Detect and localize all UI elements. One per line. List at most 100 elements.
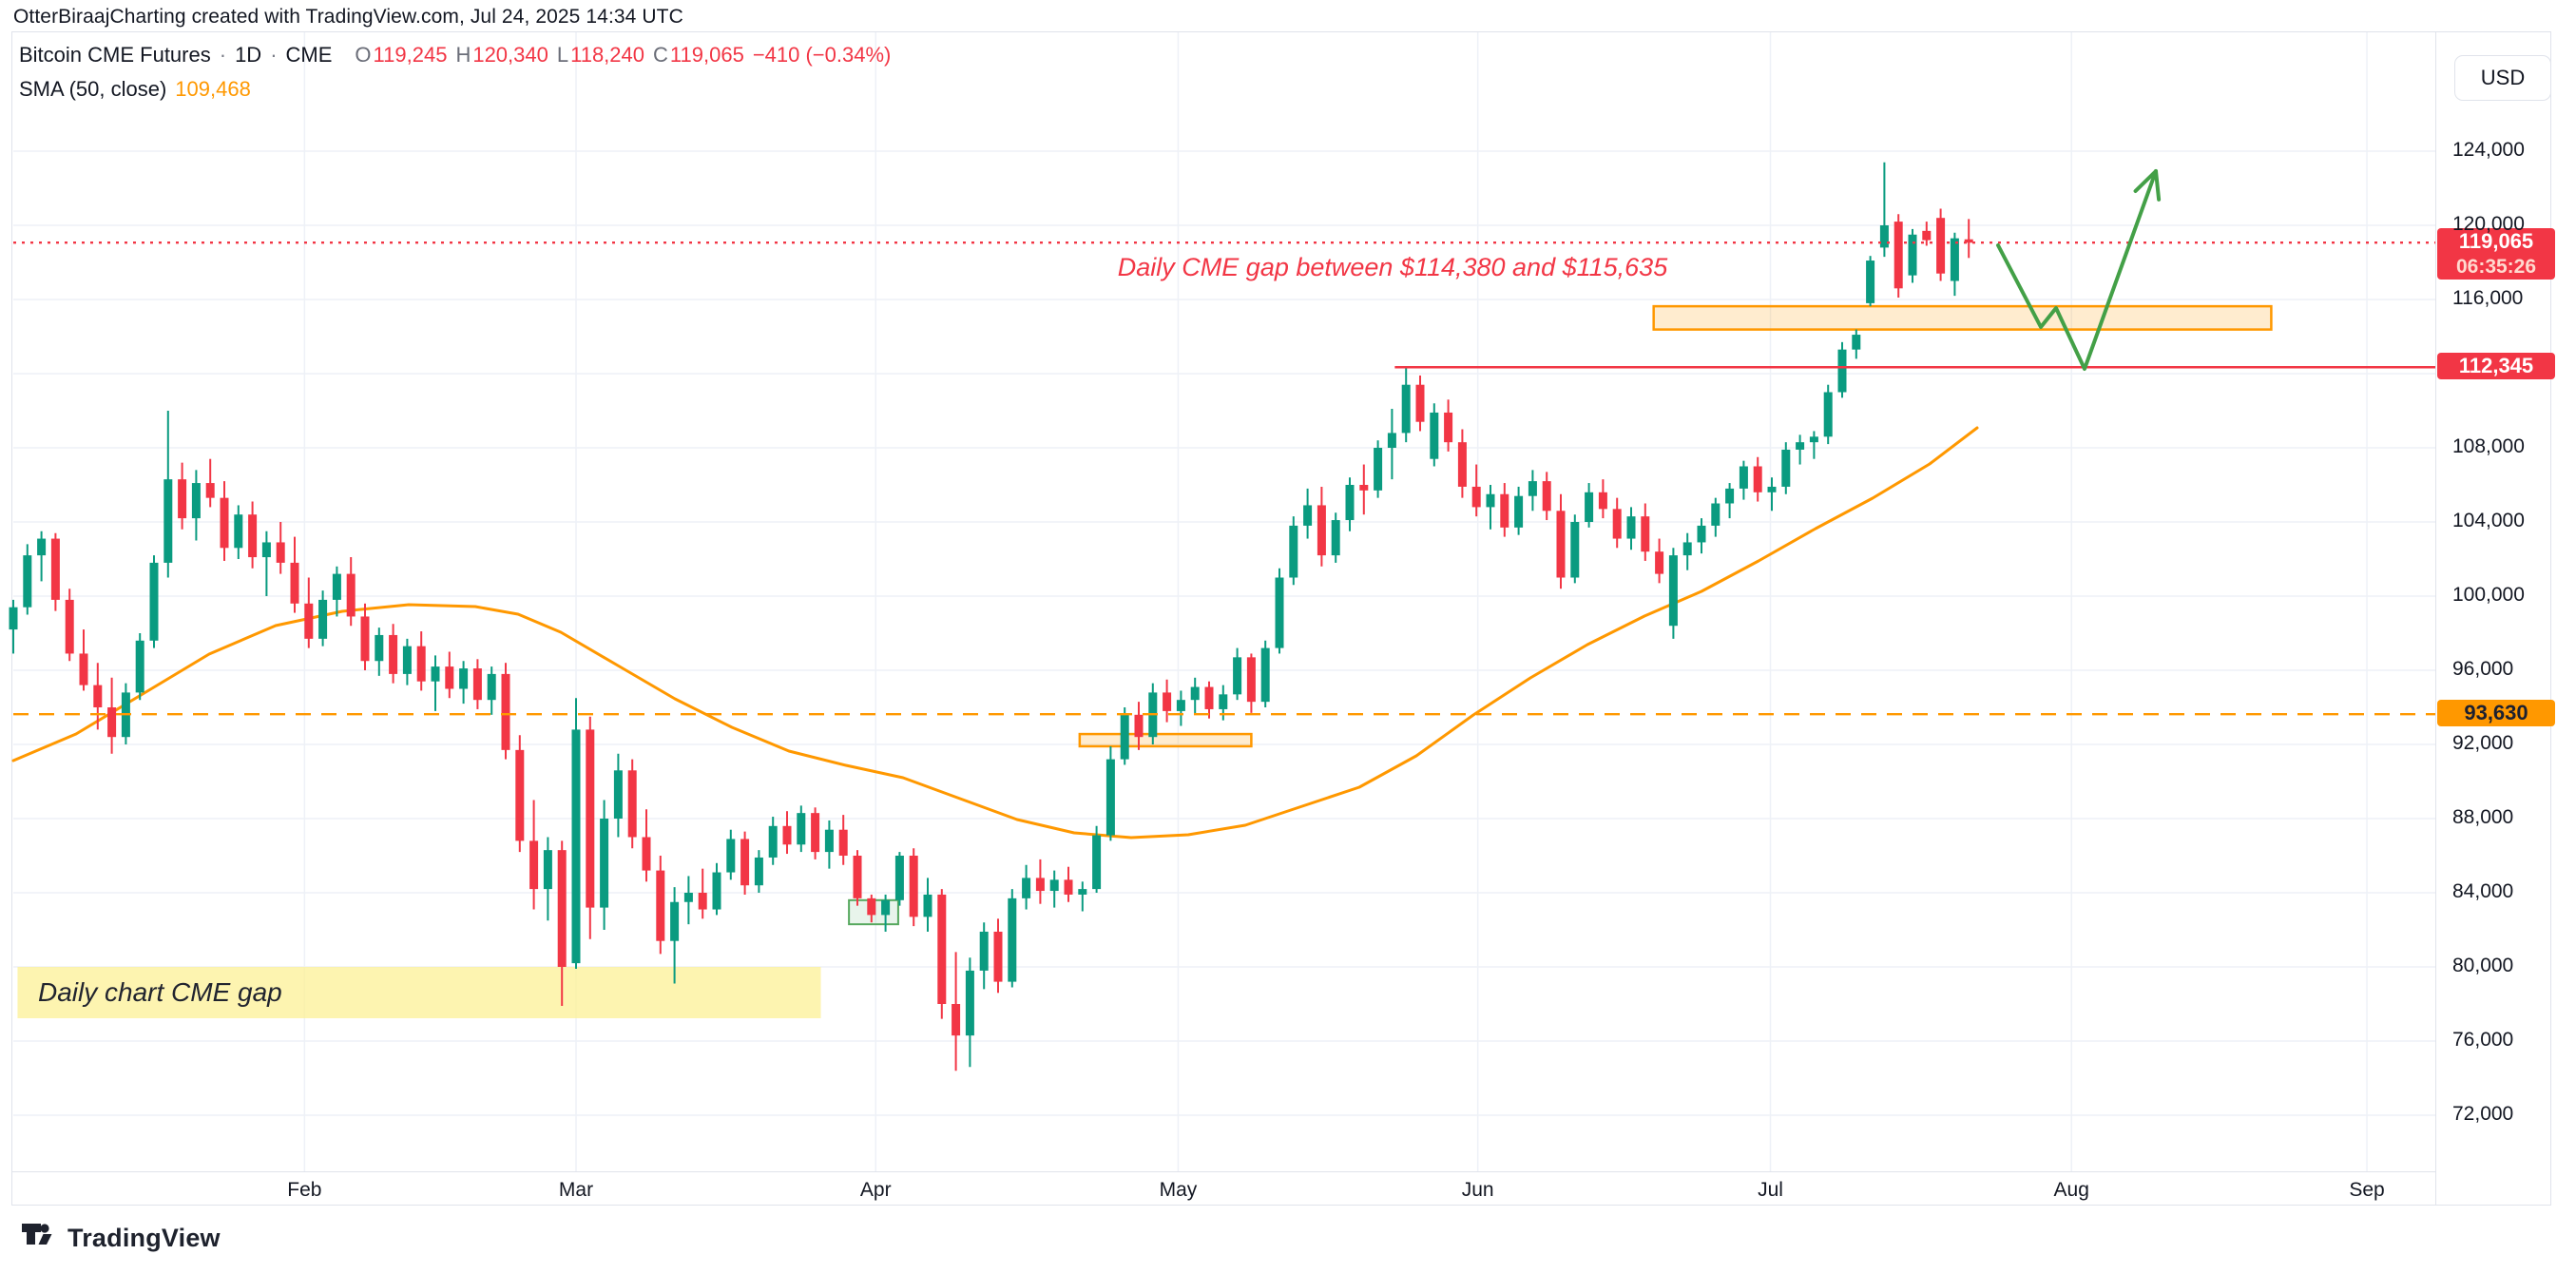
candle-body [1894, 222, 1903, 289]
candle-body [1612, 509, 1622, 539]
candle-body [1852, 335, 1861, 350]
low-label: L [556, 43, 569, 67]
high-label: H [455, 43, 471, 67]
candle-body [993, 931, 1003, 982]
candle-body [726, 839, 736, 873]
close-value: 119,065 [669, 43, 744, 67]
candle-body [1641, 516, 1650, 552]
time-axis-label: Jun [1461, 1179, 1494, 1201]
candle-body [838, 829, 848, 856]
candle-body [79, 653, 88, 685]
candle-body [979, 931, 989, 971]
candle-body [1486, 493, 1495, 508]
time-axis-label: Apr [859, 1179, 892, 1201]
open-label: O [355, 43, 372, 67]
candle-body [1176, 700, 1185, 711]
candle-body [205, 483, 215, 498]
candle-body [487, 673, 496, 701]
daily-cme-gap-box[interactable] [1652, 304, 2273, 331]
candle-body [1359, 485, 1369, 491]
cme-gap-annotation-text[interactable]: Daily CME gap between $114,380 and $115,… [1117, 253, 1668, 281]
price-axis-label: 92,000 [2452, 732, 2514, 754]
indicator-row[interactable]: SMA (50, close) 109,468 [19, 72, 891, 106]
candle-body [1950, 238, 1959, 281]
tradingview-logo[interactable]: TradingView [21, 1221, 221, 1255]
symbol-row[interactable]: Bitcoin CME Futures · 1D · CME O 119,245 … [19, 43, 892, 67]
candle-body [220, 497, 229, 549]
sma-value: 109,468 [175, 77, 251, 101]
candle-body [1035, 878, 1045, 892]
candle-body [909, 856, 918, 917]
currency-toggle-button[interactable]: USD [2454, 55, 2551, 101]
candle-body [1598, 492, 1607, 510]
candle-body [1711, 503, 1721, 526]
candle-body [543, 850, 552, 890]
candle-body [768, 825, 778, 858]
interval-label[interactable]: 1D [235, 43, 262, 67]
candle-body [107, 707, 117, 738]
time-axis-label: Jul [1758, 1179, 1783, 1201]
price-axis-label: 116,000 [2452, 287, 2524, 309]
candle-body [1471, 486, 1481, 508]
open-value: 119,245 [373, 43, 448, 67]
candle-body [1585, 492, 1594, 522]
candles-layer[interactable] [9, 162, 1973, 1071]
candle-body [656, 870, 665, 941]
candle-body [191, 483, 201, 519]
candle-body [824, 829, 834, 853]
candle-body [402, 646, 412, 674]
price-axis-label: 124,000 [2452, 139, 2525, 161]
tradingview-logo-text: TradingView [67, 1223, 221, 1252]
candle-body [1697, 525, 1706, 543]
candle-body [276, 542, 285, 563]
price-axis-label: 88,000 [2452, 806, 2514, 828]
candle-body [1204, 686, 1214, 709]
time-axis-label: Mar [558, 1179, 594, 1201]
yellow-cme-gap-box[interactable] [17, 967, 821, 1019]
candle-body [360, 616, 370, 662]
candle-body [431, 666, 440, 682]
price-axis-label: 104,000 [2452, 510, 2525, 531]
candle-body [375, 634, 384, 662]
time-axis-label: May [1159, 1179, 1198, 1201]
price-axis-label: 72,000 [2452, 1103, 2514, 1125]
symbol-title[interactable]: Bitcoin CME Futures [19, 43, 211, 67]
candle-body [472, 668, 482, 701]
candle-body [1796, 442, 1805, 450]
sma-50-line[interactable] [11, 426, 1979, 840]
exchange-label: CME [285, 43, 333, 67]
candle-body [923, 894, 932, 917]
candle-body [346, 573, 356, 617]
daily-chart-cme-gap-label[interactable]: Daily chart CME gap [38, 977, 282, 1007]
candle-body [1163, 692, 1172, 711]
candle-body [135, 640, 144, 693]
candle-body [740, 839, 750, 886]
candle-body [178, 479, 187, 519]
candle-body [1260, 647, 1270, 703]
candle-body [1444, 412, 1453, 443]
projection-arrow[interactable] [1996, 169, 2158, 371]
sma-label[interactable]: SMA (50, close) [19, 77, 167, 101]
candle-body [1190, 686, 1200, 701]
candle-body [937, 894, 947, 1004]
candle-body [1134, 714, 1144, 738]
candle-body [1289, 525, 1298, 578]
candle-body [670, 901, 680, 941]
candle-body [1049, 879, 1059, 892]
candle-body [9, 607, 18, 630]
candle-body [304, 603, 314, 639]
candle-body [1528, 481, 1537, 496]
candle-body [1655, 551, 1664, 574]
candle-body [811, 813, 820, 853]
candle-body [1809, 436, 1818, 443]
candle-body [571, 729, 581, 964]
change-value: −410 (−0.34%) [752, 43, 892, 67]
april-gap-box[interactable] [1078, 732, 1253, 748]
tradingview-logo-icon [22, 1224, 52, 1245]
candle-body [1781, 449, 1791, 487]
price-axis-label: 100,000 [2452, 584, 2525, 606]
candle-body [965, 970, 974, 1036]
low-value: 118,240 [570, 43, 645, 67]
candle-body [683, 893, 693, 902]
